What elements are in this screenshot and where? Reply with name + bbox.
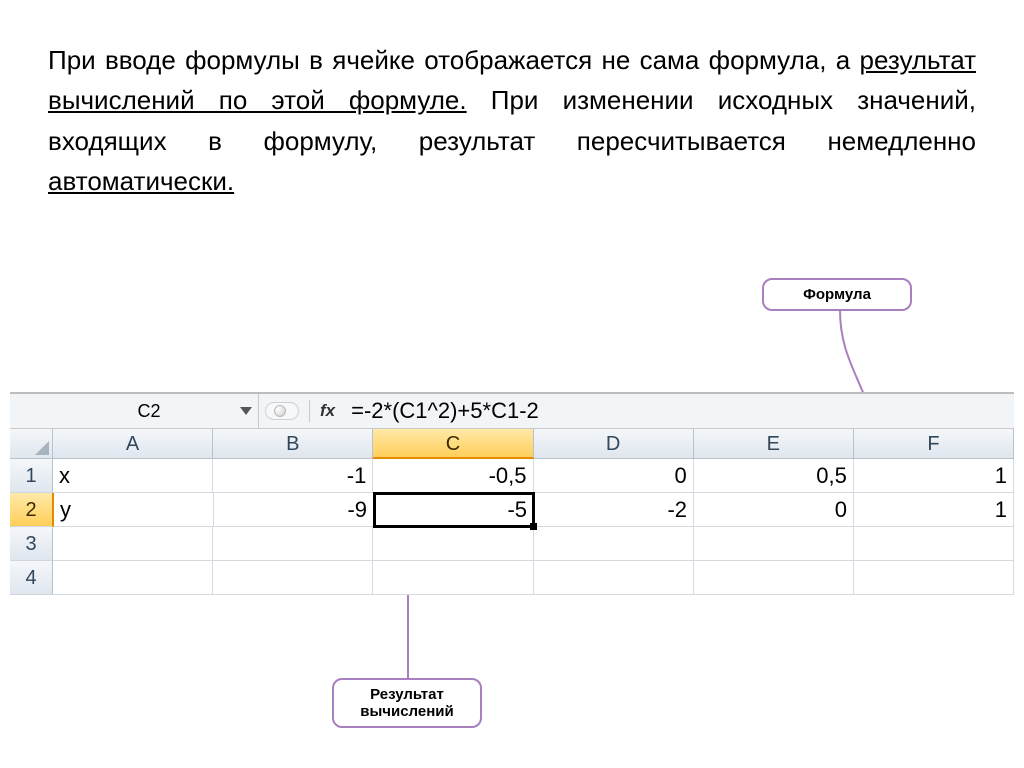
para-segment: При вводе формулы в ячейке отображается … (48, 45, 859, 75)
table-row: 4 (10, 561, 1014, 595)
table-row: 1 x -1 -0,5 0 0,5 1 (10, 459, 1014, 493)
fx-icon[interactable]: fx (320, 401, 335, 421)
cell-C2[interactable]: -5 (374, 493, 534, 527)
formula-area: fx =-2*(C1^2)+5*C1-2 (259, 394, 1014, 428)
cell-C4[interactable] (373, 561, 533, 595)
cell-A3[interactable] (53, 527, 213, 561)
cell-A2[interactable]: y (54, 493, 214, 527)
table-row: 3 (10, 527, 1014, 561)
cell-B2[interactable]: -9 (214, 493, 374, 527)
callout-result: Результат вычислений (332, 678, 482, 728)
cell-C3[interactable] (373, 527, 533, 561)
cell-F4[interactable] (854, 561, 1014, 595)
table-row: 2 y -9 -5 -2 0 1 (10, 493, 1014, 527)
formula-bar: C2 fx =-2*(C1^2)+5*C1-2 (10, 394, 1014, 429)
select-all-corner[interactable] (10, 429, 53, 459)
name-box-value: C2 (137, 401, 160, 422)
col-header-E[interactable]: E (694, 429, 854, 459)
cell-E1[interactable]: 0,5 (694, 459, 854, 493)
row-header-2[interactable]: 2 (10, 493, 54, 527)
col-header-B[interactable]: B (213, 429, 373, 459)
chevron-down-icon (240, 407, 252, 415)
cell-F2[interactable]: 1 (854, 493, 1014, 527)
cell-A4[interactable] (53, 561, 213, 595)
explanation-paragraph: При вводе формулы в ячейке отображается … (48, 40, 976, 201)
para-underline-2: автоматически. (48, 166, 234, 196)
grid: A B C D E F 1 x -1 -0,5 0 0,5 1 2 y -9 -… (10, 429, 1014, 595)
col-header-A[interactable]: A (53, 429, 213, 459)
cell-E3[interactable] (694, 527, 854, 561)
cell-D3[interactable] (534, 527, 694, 561)
callout-formula-label: Формула (803, 286, 871, 303)
col-header-F[interactable]: F (854, 429, 1014, 459)
formula-input[interactable]: =-2*(C1^2)+5*C1-2 (351, 398, 539, 424)
row-header-4[interactable]: 4 (10, 561, 53, 595)
name-box[interactable]: C2 (10, 394, 259, 428)
cell-A1[interactable]: x (53, 459, 213, 493)
cell-F1[interactable]: 1 (854, 459, 1014, 493)
cell-B3[interactable] (213, 527, 373, 561)
cell-D2[interactable]: -2 (534, 493, 694, 527)
row-header-1[interactable]: 1 (10, 459, 53, 493)
callout-result-label: Результат вычислений (360, 686, 453, 720)
insert-function-button[interactable] (265, 402, 299, 420)
col-header-D[interactable]: D (534, 429, 694, 459)
cell-D1[interactable]: 0 (534, 459, 694, 493)
column-header-row: A B C D E F (10, 429, 1014, 459)
spreadsheet: C2 fx =-2*(C1^2)+5*C1-2 A B C D E F (10, 392, 1014, 595)
cell-C1[interactable]: -0,5 (373, 459, 533, 493)
cell-E2[interactable]: 0 (694, 493, 854, 527)
callout-formula: Формула (762, 278, 912, 311)
fx-dot-icon (274, 405, 286, 417)
row-header-3[interactable]: 3 (10, 527, 53, 561)
cell-E4[interactable] (694, 561, 854, 595)
col-header-C[interactable]: C (373, 429, 533, 459)
separator (309, 400, 310, 422)
cell-B1[interactable]: -1 (213, 459, 373, 493)
cell-B4[interactable] (213, 561, 373, 595)
cell-D4[interactable] (534, 561, 694, 595)
cell-F3[interactable] (854, 527, 1014, 561)
